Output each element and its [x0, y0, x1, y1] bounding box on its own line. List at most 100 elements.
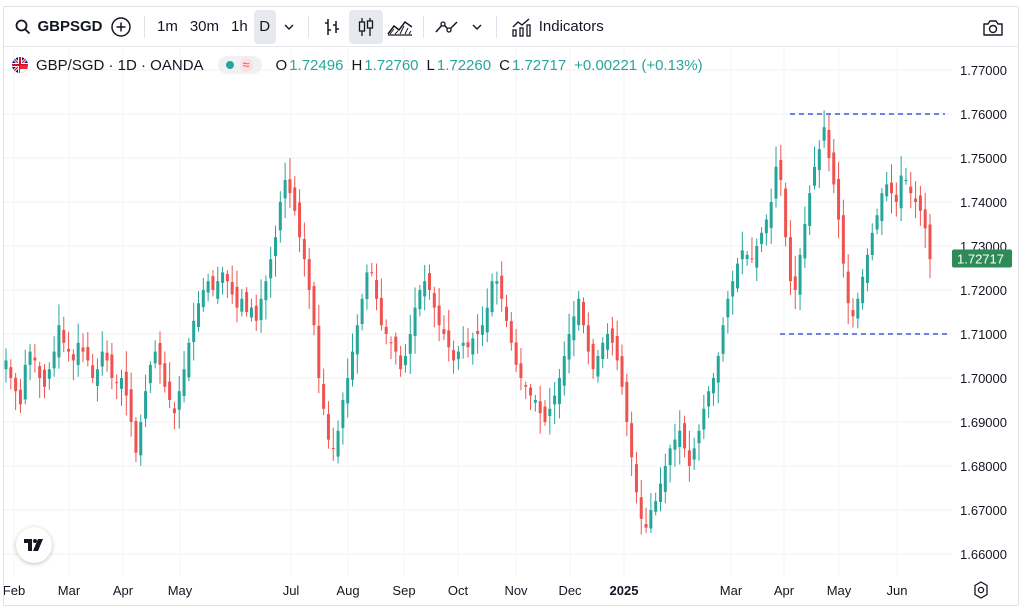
candle-body: [86, 347, 90, 361]
search-icon: [16, 19, 31, 34]
candle-body: [67, 348, 71, 352]
time-axis: Feb Mar Apr May Jul Aug Sep Oct Nov Dec 2025 Mar Apr…: [3, 583, 908, 598]
candle-body: [495, 281, 499, 284]
tradingview-logo[interactable]: [16, 527, 52, 563]
candle-body: [197, 303, 200, 328]
candle-body: [856, 298, 860, 319]
candle-body: [413, 307, 417, 337]
candle-body: [428, 273, 431, 290]
candle-body: [736, 263, 739, 289]
last-price-label: 1.72717: [957, 251, 1004, 266]
interval-1m[interactable]: 1m: [157, 18, 178, 35]
candle-body: [822, 127, 826, 141]
candle-body: [572, 316, 576, 341]
candle-body: [120, 378, 123, 389]
candle-body: [57, 325, 61, 358]
candle-body: [76, 342, 80, 365]
candle-body: [899, 175, 903, 209]
candle-body: [606, 334, 610, 350]
interval-30m[interactable]: 30m: [189, 18, 220, 35]
x-tick-label: Sep: [392, 583, 415, 598]
candle-body: [206, 281, 210, 293]
gbp-sgd-flag-icon: [12, 57, 28, 73]
candle-body: [668, 448, 672, 466]
candle-body: [793, 276, 797, 290]
x-tick-label: Nov: [504, 583, 528, 598]
candle-body: [769, 202, 773, 228]
bar-chart-type-button[interactable]: [315, 10, 349, 44]
candle-body: [894, 194, 898, 202]
candle-body: [870, 232, 874, 256]
interval-1h[interactable]: 1h: [231, 18, 248, 35]
candle-body: [447, 330, 451, 348]
compare-button[interactable]: [104, 10, 138, 44]
candle-body: [634, 464, 638, 493]
candle-body: [264, 281, 268, 301]
candle-body: [317, 325, 321, 378]
candle-body: [452, 350, 456, 361]
candle-body: [514, 342, 518, 365]
interval-dropdown[interactable]: [276, 10, 302, 44]
candle-body: [533, 400, 537, 403]
candle-body: [740, 250, 744, 260]
candle-body: [846, 271, 850, 304]
candle-body: [225, 273, 229, 282]
area-chart-type-button[interactable]: [383, 10, 417, 44]
x-tick-label: Mar: [58, 583, 81, 598]
y-tick-label: 1.71000: [960, 327, 1007, 342]
x-tick-label: Feb: [3, 583, 25, 598]
candle-body: [890, 182, 893, 194]
market-status-pill[interactable]: ≈: [217, 56, 262, 74]
candle-body: [673, 439, 677, 450]
candle-body: [81, 347, 85, 352]
candle-body: [471, 338, 475, 355]
candle-body: [760, 232, 764, 245]
high-value: 1.72760: [364, 56, 419, 74]
candle-body: [269, 259, 273, 279]
candle-body: [375, 280, 379, 299]
candle-body: [755, 246, 759, 268]
candle-body: [298, 202, 302, 238]
candle-body: [182, 369, 186, 396]
candles: [4, 110, 932, 535]
toolbar-divider: [144, 15, 145, 38]
candle-body: [615, 335, 619, 361]
candle-body: [23, 364, 27, 400]
candle-body: [649, 510, 653, 529]
candle-body: [326, 414, 330, 440]
indicators-button[interactable]: Indicators: [503, 10, 612, 44]
axis-settings-button[interactable]: [971, 580, 991, 600]
candle-body: [904, 180, 908, 181]
x-tick-label: Apr: [774, 583, 795, 598]
symbol-search[interactable]: GBPSGD: [4, 10, 104, 44]
candle-body: [654, 501, 658, 512]
candle-body: [124, 371, 128, 396]
candle-body: [861, 276, 865, 304]
candle-body: [745, 254, 749, 260]
candle-body: [14, 377, 18, 392]
low-value: 1.72260: [436, 56, 492, 74]
candle-body: [139, 422, 143, 456]
toolbar-divider: [307, 15, 309, 38]
candle-body: [509, 321, 513, 343]
x-tick-label: Aug: [336, 583, 359, 598]
candle-body: [639, 497, 643, 519]
chart-type-dropdown[interactable]: [464, 10, 490, 44]
candles-icon: [358, 17, 373, 36]
candle-body: [254, 305, 258, 321]
snapshot-button[interactable]: [976, 11, 1010, 45]
candle-body: [95, 369, 99, 386]
close-label: C: [499, 56, 510, 74]
candle-body: [278, 202, 282, 231]
interval-d[interactable]: D: [253, 9, 276, 44]
line-chart-type-button[interactable]: [430, 10, 464, 44]
candle-body: [307, 259, 311, 290]
candle-body: [62, 329, 66, 343]
candle-body: [235, 286, 239, 308]
candles-chart-type-button[interactable]: [348, 9, 383, 44]
y-tick-label: 1.67000: [960, 503, 1007, 518]
candle-body: [110, 354, 114, 378]
chart-legend: GBP/SGD · 1D · OANDA ≈ O 1.72496 H 1.727…: [12, 55, 711, 75]
candle-body: [779, 160, 783, 180]
